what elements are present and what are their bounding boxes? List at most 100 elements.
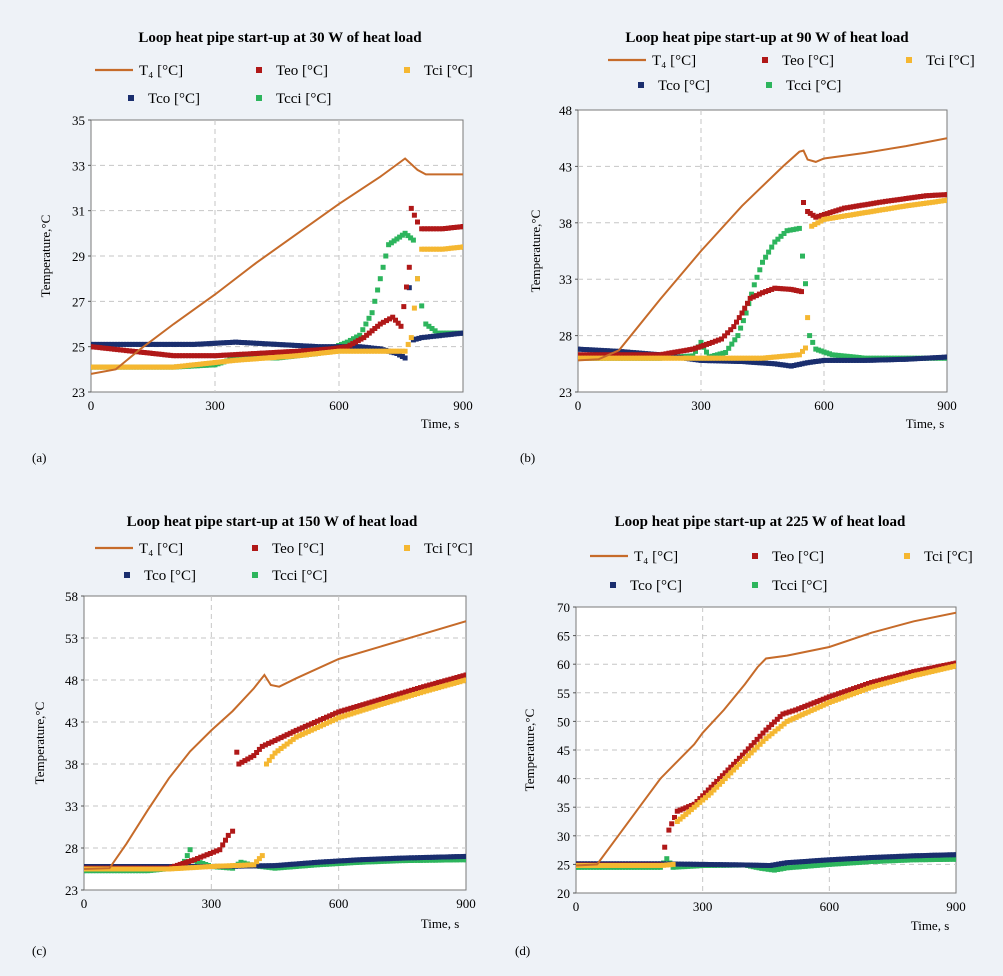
data-point (767, 863, 773, 868)
data-point (422, 226, 428, 232)
data-point (688, 807, 694, 813)
data-point (926, 852, 932, 858)
data-point (439, 857, 445, 863)
data-point (412, 857, 417, 863)
data-point (890, 674, 896, 680)
data-point (324, 350, 330, 355)
data-point (344, 344, 350, 350)
data-point (102, 364, 108, 370)
legend-swatch (766, 82, 772, 88)
data-point (728, 764, 734, 770)
data-point (617, 355, 623, 361)
data-point (938, 852, 944, 858)
data-point (929, 669, 935, 674)
data-point (377, 348, 383, 354)
data-point (754, 355, 760, 361)
legend-swatch (638, 82, 644, 88)
data-point (174, 341, 180, 347)
data-point (445, 857, 451, 863)
data-point (896, 677, 902, 683)
data-point (859, 357, 865, 363)
data-point (131, 866, 137, 872)
data-point (905, 853, 911, 859)
data-point (302, 860, 308, 866)
data-point (587, 347, 593, 353)
data-point (851, 691, 856, 697)
data-point (298, 348, 304, 354)
legend-label: Tcci [°C] (276, 91, 331, 107)
data-point (722, 770, 728, 776)
data-point (751, 747, 757, 753)
data-point (372, 298, 378, 304)
data-point (412, 692, 417, 697)
data-point (790, 864, 796, 870)
data-point (941, 852, 947, 858)
data-point (727, 358, 733, 364)
data-point (341, 340, 347, 346)
data-point (906, 203, 912, 208)
data-point (132, 341, 138, 347)
data-point (887, 675, 893, 681)
legend-item: T₄ [°C] (95, 541, 183, 557)
data-point (634, 355, 640, 361)
data-point (747, 295, 753, 301)
data-point (802, 710, 808, 716)
data-point (742, 305, 748, 311)
data-point (250, 351, 256, 357)
data-point (439, 854, 445, 860)
data-point (716, 355, 722, 361)
legend: T₄ [°C] Teo [°C] Tci [°C]Tco [°C] Tcci [°C] (590, 549, 973, 594)
data-point (366, 330, 372, 336)
data-point (844, 353, 850, 359)
data-point (690, 346, 696, 352)
data-point (119, 866, 125, 872)
data-point (185, 341, 191, 347)
data-point (796, 352, 802, 358)
data-point (112, 341, 118, 347)
data-point (212, 360, 218, 365)
data-point (94, 364, 100, 370)
data-point (872, 683, 878, 689)
data-point (646, 355, 652, 361)
data-point (351, 710, 357, 716)
data-point (305, 729, 311, 735)
data-point (935, 852, 941, 858)
data-point (169, 866, 175, 872)
data-point (818, 218, 824, 224)
data-point (926, 200, 932, 206)
data-point (141, 341, 147, 347)
data-point (721, 862, 727, 868)
data-point (106, 341, 112, 347)
data-point (917, 667, 923, 673)
data-point (891, 205, 897, 211)
data-point (274, 349, 280, 355)
data-point (929, 199, 935, 205)
legend-swatch (256, 95, 262, 101)
data-point (717, 351, 723, 357)
data-point (774, 716, 780, 722)
data-point (318, 350, 324, 356)
data-point (390, 858, 396, 864)
data-point (623, 863, 628, 868)
data-point (683, 805, 689, 811)
data-point (811, 863, 817, 869)
data-point (277, 349, 283, 355)
data-point (911, 669, 917, 675)
data-point (236, 351, 242, 357)
data-point (236, 357, 242, 363)
data-point (739, 758, 745, 764)
data-point (914, 853, 920, 859)
data-point (431, 226, 436, 232)
data-point (260, 863, 266, 869)
data-point (351, 704, 357, 710)
data-point (118, 341, 123, 347)
data-point (366, 315, 372, 321)
data-point (578, 355, 584, 361)
data-point (645, 352, 651, 358)
data-point (330, 858, 336, 864)
data-point (733, 758, 739, 764)
data-point (836, 357, 842, 363)
data-point (333, 858, 339, 864)
data-point (224, 340, 230, 346)
data-point (397, 348, 403, 354)
